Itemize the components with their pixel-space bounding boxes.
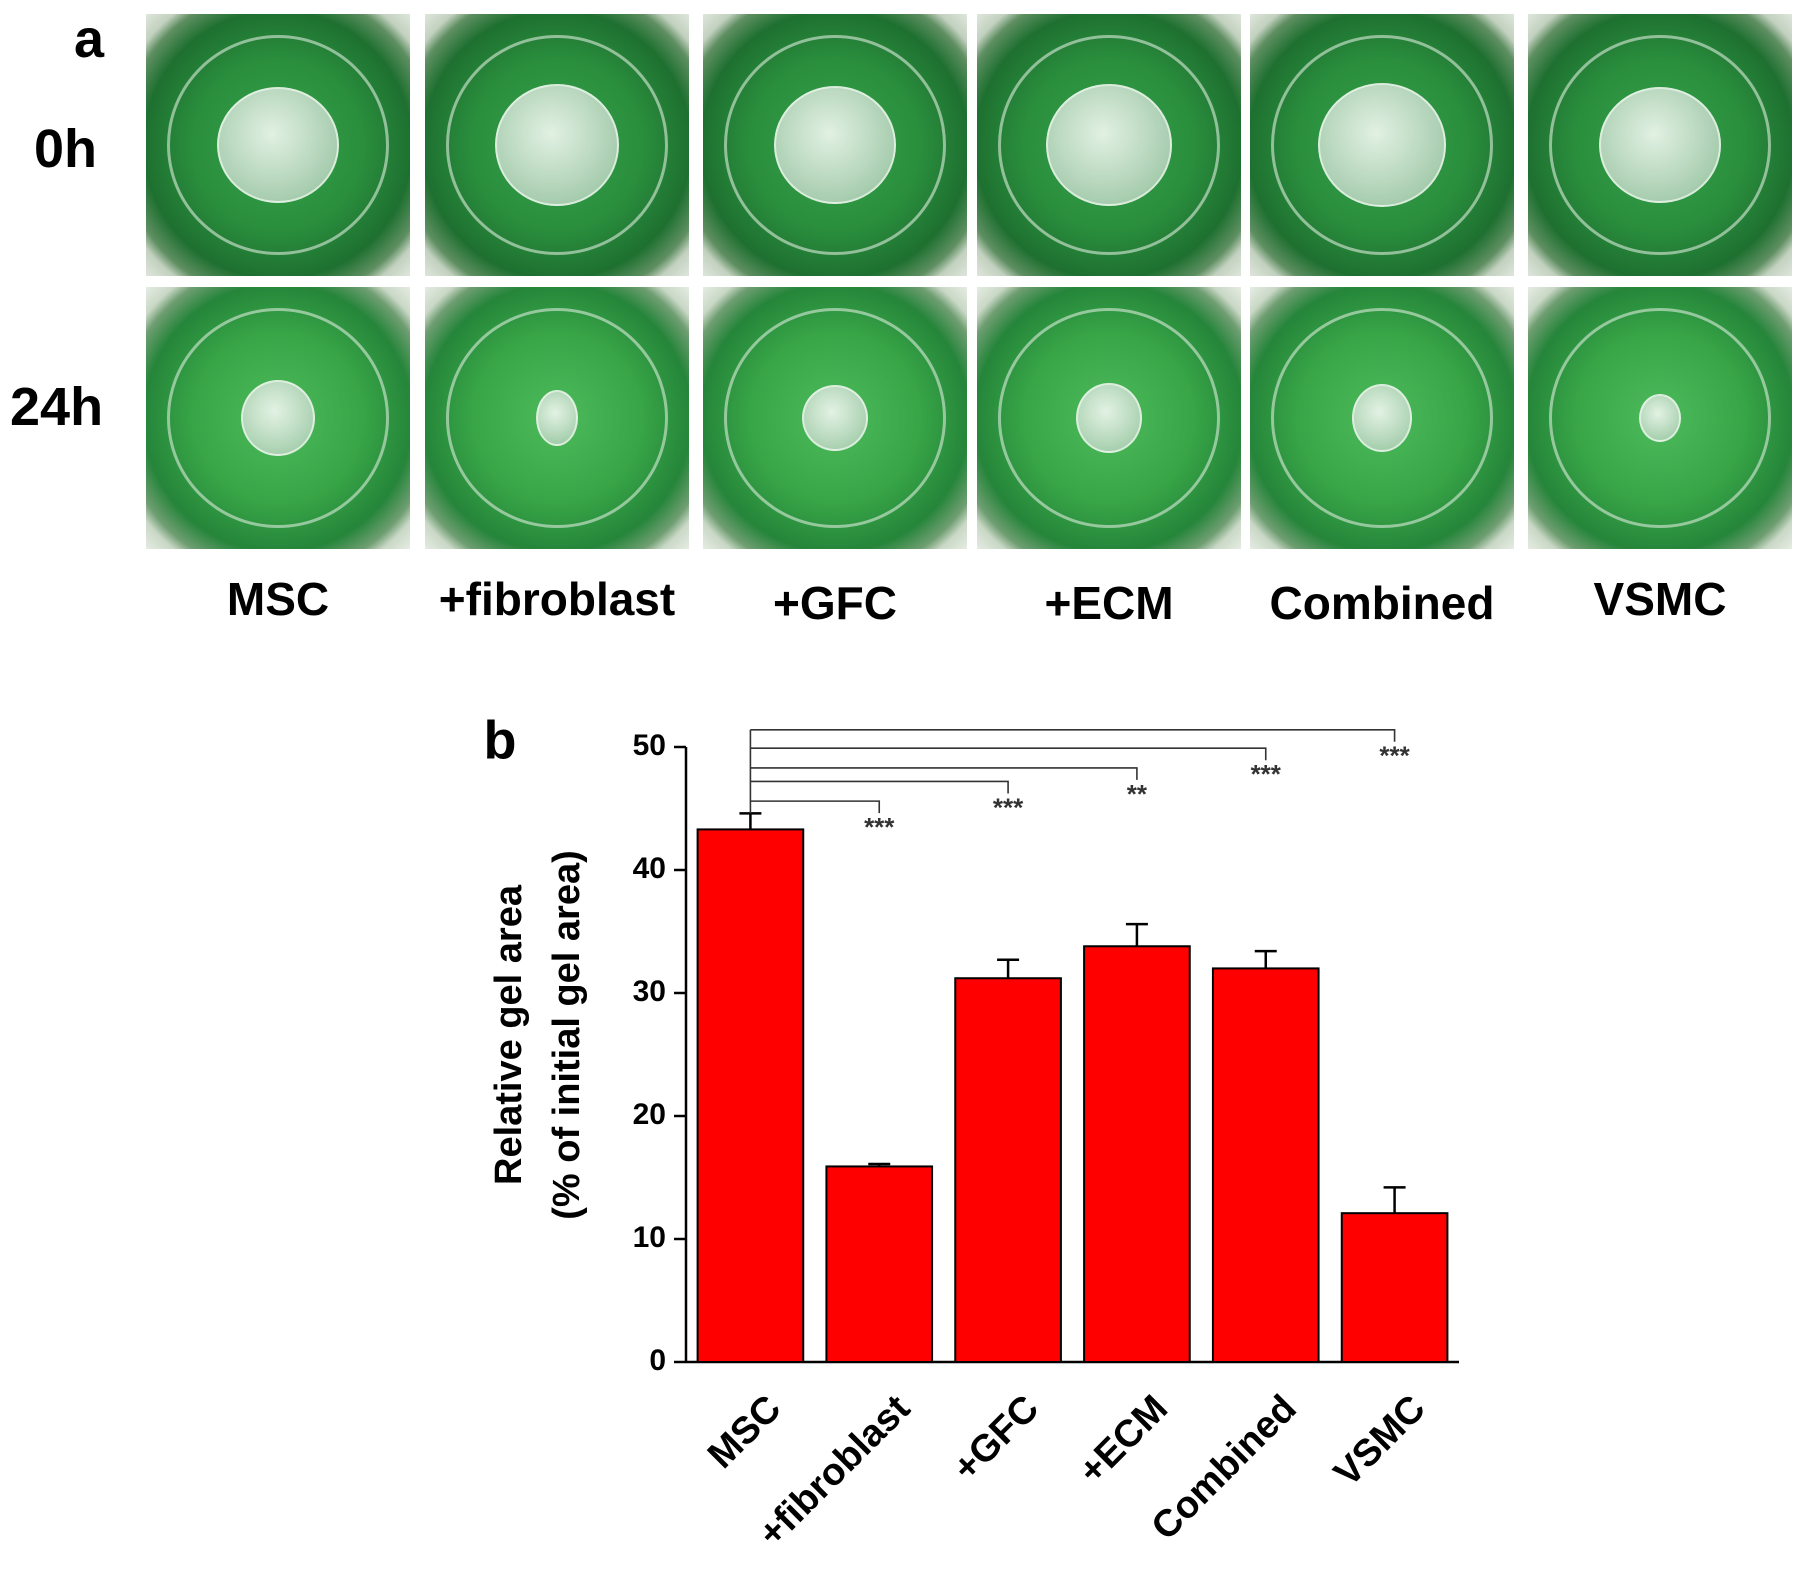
- photo: [1250, 287, 1514, 549]
- column-label: VSMC: [1593, 573, 1727, 625]
- bar: [1083, 945, 1191, 1363]
- significance-label: ***: [1251, 759, 1282, 789]
- bar: [696, 828, 805, 1364]
- y-tick-label: 20: [633, 1098, 666, 1131]
- bracket: [750, 767, 1138, 780]
- bracket: [750, 780, 1009, 794]
- bar: [1340, 1212, 1449, 1363]
- error-bar: [1383, 1186, 1406, 1214]
- x-tick-label: +ECM: [1071, 1387, 1176, 1492]
- column-label: +fibroblast: [438, 573, 676, 625]
- error-bar: [997, 958, 1020, 979]
- y-axis-label: Relative gel area: [488, 884, 530, 1185]
- photo: [1250, 14, 1514, 276]
- bar: [1211, 967, 1320, 1363]
- photo: [146, 287, 410, 549]
- significance-label: ***: [1379, 741, 1410, 771]
- photo: [977, 14, 1241, 276]
- row-label: 24h: [10, 377, 104, 437]
- error-bar: [1125, 922, 1148, 947]
- y-tick-label: 30: [633, 975, 666, 1008]
- photo: [703, 287, 967, 549]
- photo: [146, 14, 410, 276]
- error-bar: [739, 812, 762, 830]
- panel-label: b: [484, 710, 517, 770]
- column-label: +GFC: [773, 577, 897, 629]
- bracket: [750, 800, 881, 814]
- significance-label: ***: [993, 792, 1024, 822]
- panel-label: a: [74, 9, 105, 69]
- y-tick-label: 10: [633, 1221, 666, 1254]
- bracket: [750, 747, 1267, 761]
- x-tick-label: +GFC: [945, 1387, 1047, 1489]
- error-bar: [1254, 949, 1277, 969]
- column-label: +ECM: [1044, 577, 1174, 629]
- bracket: [750, 728, 1396, 742]
- row-label: 0h: [34, 119, 98, 179]
- y-axis-label: (% of initial gel area): [546, 850, 588, 1220]
- x-tick-label: VSMC: [1326, 1387, 1433, 1494]
- x-tick-label: MSC: [700, 1387, 789, 1476]
- column-label: MSC: [226, 573, 330, 625]
- bar: [825, 1165, 934, 1363]
- bar: [954, 977, 1062, 1363]
- photo: [425, 287, 689, 549]
- photo: [425, 14, 689, 276]
- y-tick-label: 40: [633, 852, 666, 885]
- y-tick-label: 0: [649, 1344, 666, 1377]
- significance-label: ***: [864, 812, 895, 842]
- chart: b Relative gel area (% of initial gel ar…: [484, 710, 1459, 1555]
- y-tick-label: 50: [633, 729, 666, 762]
- column-label: Combined: [1269, 577, 1495, 629]
- significance-label: **: [1127, 779, 1148, 809]
- photo: [977, 287, 1241, 549]
- error-bar: [868, 1162, 891, 1167]
- photo: [1528, 287, 1792, 549]
- photo: [703, 14, 967, 276]
- photo: [1528, 14, 1792, 276]
